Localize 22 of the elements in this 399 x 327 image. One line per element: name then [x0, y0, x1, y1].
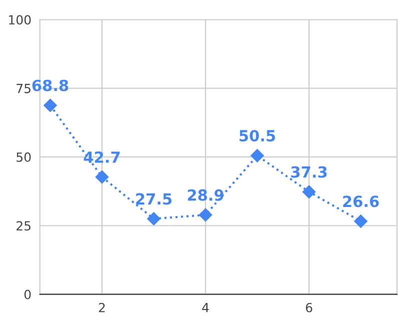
point — [44, 98, 57, 112]
data-label: 37.3 — [291, 166, 327, 178]
x-tick-label: 6 — [306, 302, 312, 312]
x-tick-label: 4 — [202, 303, 209, 312]
point — [302, 185, 316, 198]
x-tick-label: 2 — [98, 302, 105, 312]
data-label: 50.5 — [240, 130, 276, 142]
y-tick-label: 100 — [9, 15, 31, 25]
point — [198, 208, 212, 222]
data-label: 42.7 — [84, 151, 120, 163]
point — [95, 170, 109, 184]
data-label: 28.9 — [188, 189, 224, 201]
point — [250, 149, 264, 162]
data-label: 27.5 — [136, 193, 172, 205]
data-label: 26.6 — [343, 196, 379, 208]
y-tick-label: 75 — [16, 84, 30, 94]
y-tick-label: 50 — [16, 152, 31, 162]
data-label: 68.8 — [32, 80, 68, 92]
y-tick-label: 0 — [24, 290, 31, 300]
y-tick-label: 25 — [16, 221, 30, 231]
point — [354, 214, 368, 228]
point — [147, 212, 160, 226]
